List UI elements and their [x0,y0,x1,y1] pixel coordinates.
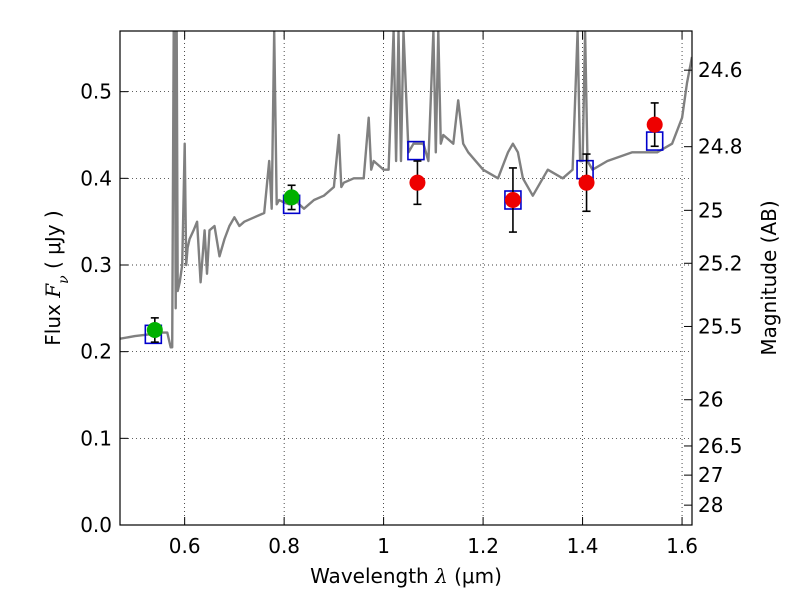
x-tick-label: 1.2 [467,534,499,558]
mag-tick-label: 25 [698,198,723,222]
data-point [146,322,163,338]
y-tick-label: 0.0 [80,513,112,537]
y-axis-title: Flux Fν ( μJy ) [41,210,72,345]
data-point [409,174,426,191]
series-model-spectrum [120,31,692,349]
plot-frame [119,30,693,526]
series-near-IR-photometry [409,102,663,233]
x-tick-label: 0.8 [268,534,300,558]
data-point [578,174,595,191]
series-model-photometry [144,131,664,345]
y-tick-label: 0.3 [80,253,112,277]
y-tick-label: 0.4 [80,166,112,190]
mag-tick-label: 24.6 [698,58,743,82]
series-optical-photometry [146,184,300,343]
mag-tick-label: 26.5 [698,434,743,458]
y-tick-label: 0.5 [80,80,112,104]
right-axis-title: Magnitude (AB) [757,200,781,355]
x-tick-label: 0.6 [169,534,201,558]
axis-labels: Wavelength λ (μm) Flux Fν ( μJy ) Magnit… [41,200,781,588]
mag-tick-label: 25.5 [698,314,743,338]
mag-tick-label: 25.2 [698,251,743,275]
model-square-point [407,140,425,161]
x-tick-label: 1 [377,534,390,558]
data-point [646,116,663,133]
mag-tick-label: 24.8 [698,135,743,159]
plot-area [120,31,692,349]
axis-ticks: 0.6 0.8 1 1.2 1.4 1.6 0.0 0.1 0.2 0.3 0.4 0.5 24.6 24… [80,31,743,558]
x-tick-label: 1.4 [567,534,599,558]
data-point [504,192,521,208]
mag-tick-label: 28 [698,493,723,517]
mag-tick-label: 26 [698,388,723,412]
mag-tick-label: 27 [698,463,723,487]
y-tick-label: 0.1 [80,426,112,450]
spectrum-line [120,31,692,349]
y-tick-label: 0.2 [80,340,112,364]
x-tick-label: 1.6 [666,534,698,558]
x-axis-title: Wavelength λ (μm) [310,564,502,588]
data-point [283,189,300,206]
